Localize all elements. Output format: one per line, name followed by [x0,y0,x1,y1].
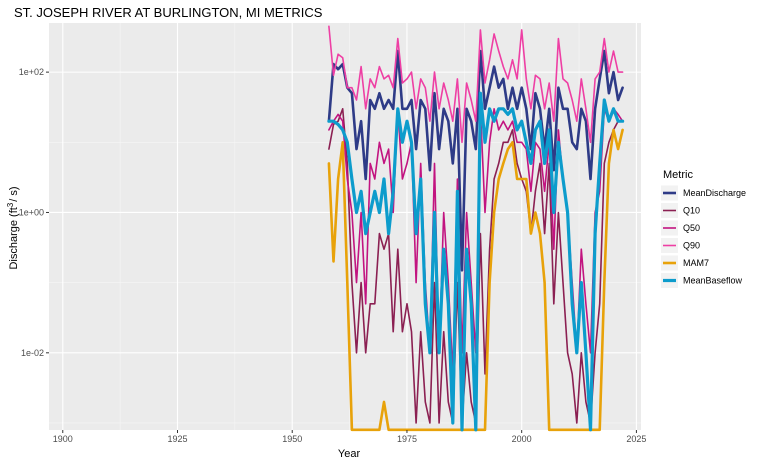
legend-label-mam7: MAM7 [683,258,709,268]
y-axis-title-main: Discharge (ft [8,207,20,269]
x-axis: 1900 1925 1950 1975 2000 2025 [53,430,647,444]
y-axis: 1e+02 1e+00 1e-02 [19,67,49,358]
y-axis-title-tail: / s) [8,186,20,201]
legend: Metric MeanDischarge Q10 Q50 Q90 MAM7 MeanBas… [661,169,746,288]
chart-title: ST. JOSEPH RIVER AT BURLINGTON, MI METRI… [14,5,323,20]
y-tick-label: 1e-02 [21,348,44,358]
legend-label-q90: Q90 [683,241,700,251]
legend-label-q10: Q10 [683,206,700,216]
x-tick-label: 1900 [53,434,73,444]
x-tick-label: 1925 [167,434,187,444]
legend-label-q50: Q50 [683,223,700,233]
y-axis-title: Discharge (ft3/ s) [6,186,20,269]
y-tick-label: 1e+00 [19,207,44,217]
legend-title: Metric [663,169,693,181]
legend-label-meandischarge: MeanDischarge [683,188,746,198]
x-axis-title: Year [338,448,361,460]
x-tick-label: 2025 [626,434,646,444]
y-axis-title-superscript: 3 [6,202,15,207]
x-tick-label: 1950 [282,434,302,444]
legend-label-meanbaseflow: MeanBaseflow [683,276,743,286]
y-tick-label: 1e+02 [19,67,44,77]
x-tick-label: 2000 [512,434,532,444]
x-tick-label: 1975 [397,434,417,444]
